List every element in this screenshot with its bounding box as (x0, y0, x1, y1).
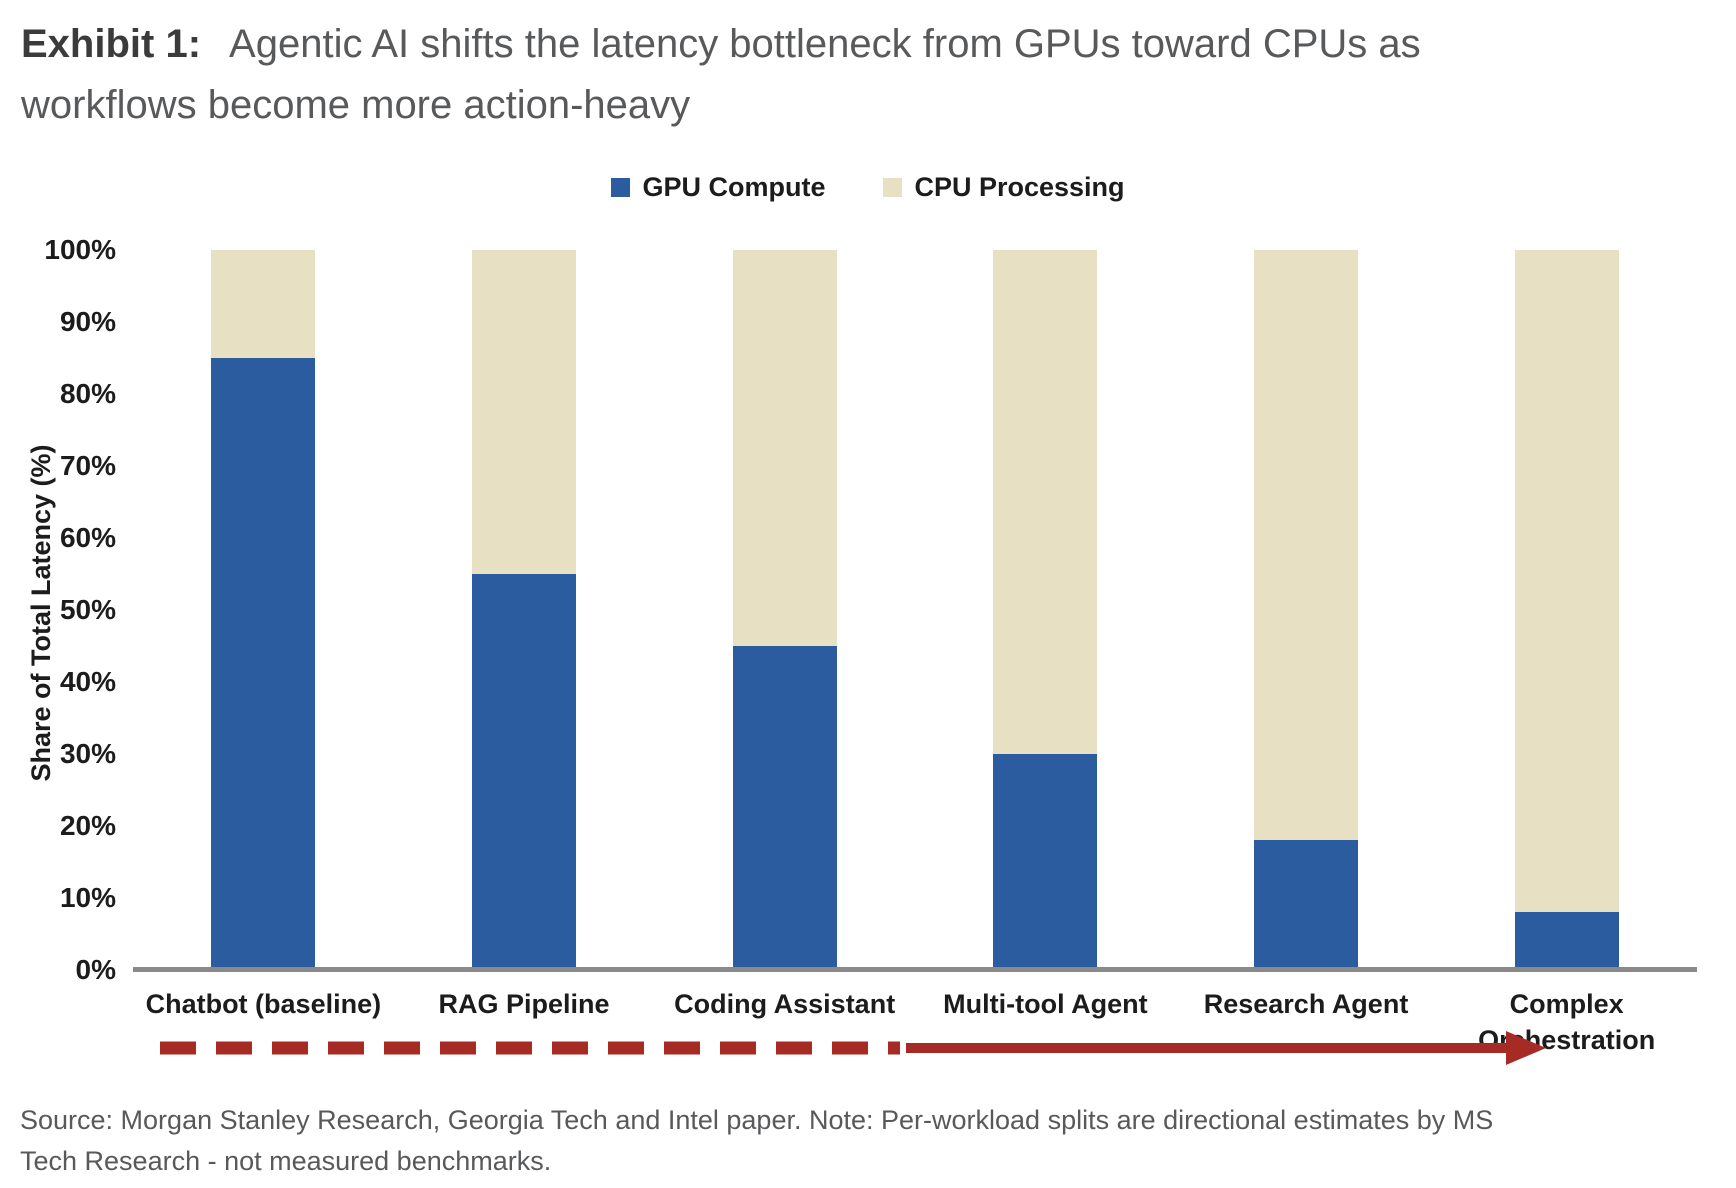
stacked-bar-1 (211, 250, 316, 970)
page-title: Exhibit 1: Agentic AI shifts the latency … (21, 14, 1481, 136)
y-tick-label: 50% (59, 594, 116, 625)
legend-item-gpu: GPU Compute (611, 172, 825, 203)
bar-slot (133, 250, 394, 970)
bar-segment-gpu-compute (732, 646, 837, 970)
bar-slot (654, 250, 915, 970)
bar-slot (394, 250, 655, 970)
bar-segment-gpu-compute (472, 574, 576, 970)
x-category-label: Multi-tool Agent (943, 989, 1148, 1019)
bar-segment-gpu-compute (211, 358, 316, 970)
plot-area (133, 250, 1697, 970)
workflow-progression-arrow (160, 1031, 1546, 1065)
y-tick-label: 30% (59, 738, 116, 769)
legend-item-cpu: CPU Processing (883, 171, 1125, 203)
title-text: Agentic AI shifts the latency bottleneck… (21, 22, 1421, 127)
bar-segment-cpu-processing (1254, 250, 1359, 841)
bar-segment-cpu-processing (472, 250, 576, 574)
y-tick-label: 0% (75, 954, 116, 985)
stacked-bar-5 (1254, 250, 1359, 970)
bar-segment-gpu-compute (1254, 840, 1359, 970)
stacked-bar-6 (1514, 250, 1619, 970)
y-tick-label: 40% (59, 666, 116, 697)
y-axis: 100% 90% 80% 70% 60% 50% 40% 30% 20% 10% 0% (0, 235, 116, 985)
x-axis-line (133, 967, 1697, 972)
bar-segment-gpu-compute (1514, 912, 1619, 970)
legend-label-cpu: CPU Processing (914, 171, 1125, 202)
y-tick-label: 90% (59, 306, 116, 337)
cpu-legend-swatch-icon (883, 177, 903, 197)
y-tick-label: 10% (59, 882, 116, 913)
x-axis-labels: Chatbot (baseline) RAG Pipeline Coding Ass… (133, 986, 1697, 1058)
bar-slot (1176, 250, 1437, 970)
gpu-legend-swatch-icon (611, 177, 631, 197)
y-tick-label: 20% (59, 810, 116, 841)
stacked-bar-2 (472, 250, 576, 970)
chart-legend: GPU Compute CPU Processing (0, 171, 1736, 203)
bar-segment-cpu-processing (211, 250, 316, 358)
y-tick-label: 60% (59, 522, 116, 553)
stacked-bar-4 (993, 250, 1098, 970)
y-tick-label: 70% (59, 450, 116, 481)
bar-segment-cpu-processing (993, 250, 1098, 754)
x-category-label: Research Agent (1203, 989, 1409, 1019)
bar-segment-cpu-processing (732, 250, 837, 646)
bar-segment-cpu-processing (1514, 250, 1619, 913)
bar-segment-gpu-compute (993, 754, 1098, 970)
arrowhead-icon (1506, 1031, 1546, 1065)
exhibit-label: Exhibit 1: (21, 22, 202, 66)
y-tick-label: 80% (59, 378, 116, 409)
bar-slot (1436, 250, 1697, 970)
bar-slot (915, 250, 1176, 970)
y-tick-label: 100% (44, 234, 116, 265)
x-category-label: Coding Assistant (674, 989, 896, 1019)
source-note: Source: Morgan Stanley Research, Georgia… (20, 1105, 1494, 1176)
x-category-label: RAG Pipeline (438, 989, 610, 1019)
stacked-bar-3 (732, 250, 837, 970)
legend-label-gpu: GPU Compute (642, 171, 826, 202)
x-category-label: Chatbot (baseline) (145, 989, 382, 1019)
